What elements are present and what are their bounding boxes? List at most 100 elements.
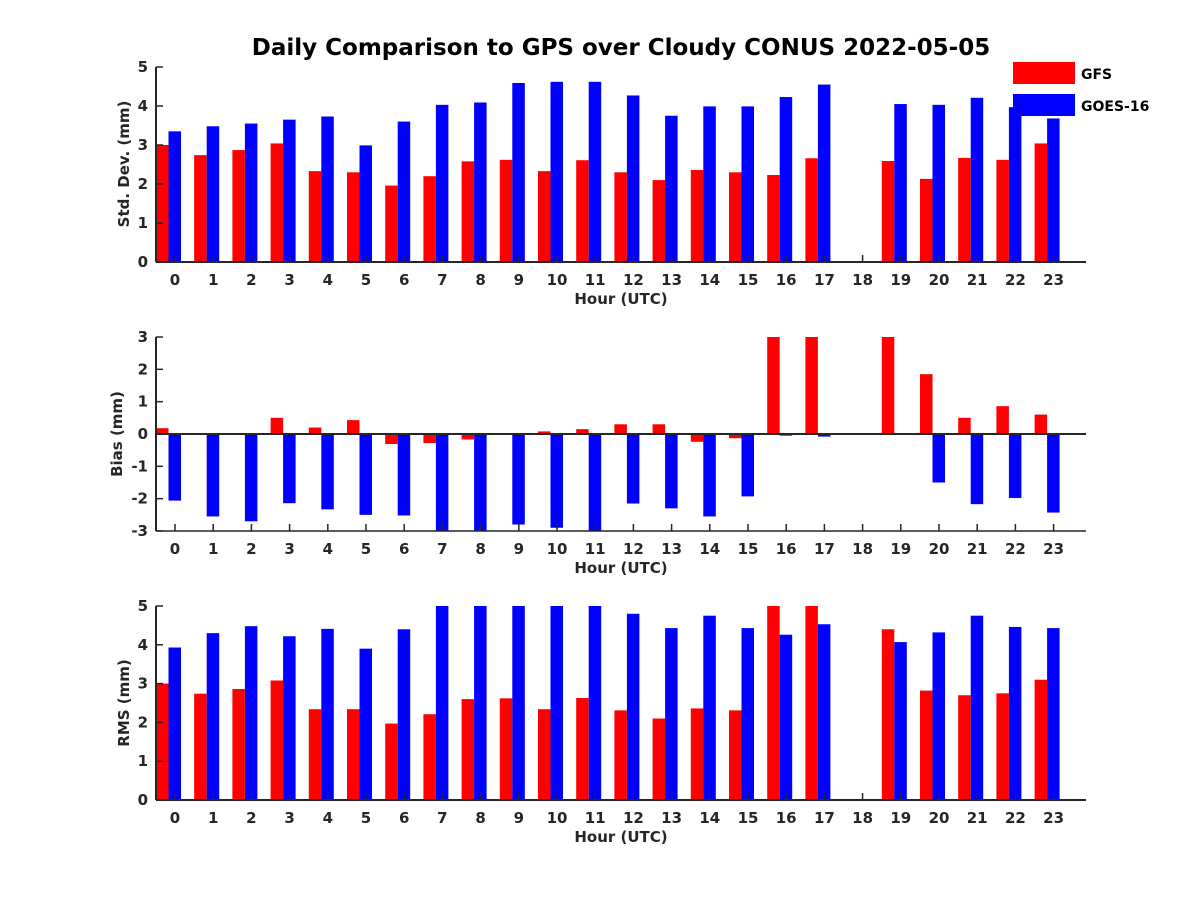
bias-x-tick-label: 14	[699, 540, 720, 558]
bias-x-tick-label: 5	[361, 540, 371, 558]
std-dev-x-tick-label: 9	[514, 271, 524, 289]
std-dev-bar-goes16-3	[283, 119, 296, 263]
rms-x-tick-label: 12	[623, 809, 644, 827]
bias-x-tick-label: 1	[208, 540, 218, 558]
bias-y-tick-label: -1	[131, 457, 148, 475]
std-dev-bar-gfs-20	[920, 178, 933, 262]
std-dev-bar-gfs-15	[729, 172, 742, 262]
std-dev-x-tick-label: 18	[852, 271, 873, 289]
bias-bar-goes16-20	[932, 434, 945, 483]
rms-bar-goes16-3	[283, 636, 296, 800]
std-dev-x-tick-label: 19	[890, 271, 911, 289]
std-dev-bar-goes16-23	[1047, 118, 1060, 262]
bias-bar-goes16-7	[435, 434, 449, 531]
std-dev-bar-goes16-8	[474, 102, 487, 263]
rms-bar-goes16-6	[397, 629, 411, 800]
bias-bar-gfs-22	[996, 406, 1009, 434]
bias-bar-goes16-17	[817, 434, 831, 437]
rms-bar-goes16-19	[894, 642, 907, 800]
legend-swatch-goes16	[1013, 94, 1075, 116]
bias-bar-goes16-15	[741, 434, 754, 497]
std-dev-bar-gfs-13	[652, 180, 666, 262]
std-dev-bar-goes16-16	[779, 97, 793, 262]
rms-bar-gfs-20	[920, 690, 933, 800]
bias-bar-gfs-12	[614, 424, 627, 434]
std-dev-bar-goes16-1	[206, 126, 220, 262]
bias-bar-gfs-4	[308, 427, 322, 434]
bias-bar-goes16-21	[970, 434, 984, 505]
std-dev-bar-gfs-3	[270, 143, 284, 262]
std-dev-bar-gfs-0	[156, 145, 169, 262]
bias-x-tick-label: 21	[967, 540, 988, 558]
std-dev-bar-goes16-15	[741, 106, 754, 262]
rms-bar-gfs-0	[156, 683, 169, 800]
rms-bar-goes16-5	[359, 648, 372, 800]
rms-bar-goes16-13	[665, 628, 678, 800]
rms-x-tick-label: 10	[547, 809, 568, 827]
rms-y-label: RMS (mm)	[115, 659, 133, 746]
rms-x-label: Hour (UTC)	[574, 828, 667, 846]
rms-bar-gfs-15	[729, 710, 742, 800]
std-dev-y-tick-label: 2	[138, 175, 148, 193]
bias-bar-gfs-13	[652, 424, 666, 434]
std-dev-x-tick-label: 1	[208, 271, 218, 289]
rms-bar-goes16-9	[512, 606, 525, 800]
std-dev-x-tick-label: 10	[547, 271, 568, 289]
rms-x-tick-label: 19	[890, 809, 911, 827]
rms-bar-gfs-3	[270, 680, 284, 800]
bias-x-tick-label: 20	[929, 540, 950, 558]
std-dev-x-tick-label: 23	[1043, 271, 1064, 289]
bias-bar-gfs-6	[385, 434, 398, 445]
std-dev-x-tick-label: 8	[475, 271, 485, 289]
bias-bar-goes16-22	[1008, 434, 1022, 499]
std-dev-x-tick-label: 13	[661, 271, 682, 289]
std-dev-bar-goes16-14	[703, 106, 716, 262]
bias-bar-goes16-13	[665, 434, 678, 509]
bias-x-tick-label: 0	[170, 540, 180, 558]
rms-bar-gfs-8	[461, 699, 475, 800]
std-dev-x-tick-label: 12	[623, 271, 644, 289]
bias-x-tick-label: 4	[323, 540, 333, 558]
rms-bar-goes16-15	[741, 628, 754, 800]
rms-bar-gfs-11	[576, 697, 589, 800]
bias-bar-gfs-20	[920, 374, 933, 434]
rms-bar-gfs-5	[347, 709, 360, 800]
bias-bar-goes16-5	[359, 434, 372, 515]
rms-x-tick-label: 11	[585, 809, 606, 827]
std-dev-bar-goes16-9	[512, 82, 525, 263]
bias-y-label: Bias (mm)	[108, 391, 126, 477]
rms-x-tick-label: 6	[399, 809, 409, 827]
std-dev-bar-goes16-17	[817, 84, 831, 262]
bias-bar-gfs-8	[461, 434, 475, 440]
std-dev-x-tick-label: 17	[814, 271, 835, 289]
rms-x-tick-label: 0	[170, 809, 180, 827]
legend-label-goes16: GOES-16	[1081, 99, 1149, 115]
std-dev-x-tick-label: 2	[246, 271, 256, 289]
rms-bar-goes16-21	[970, 615, 984, 800]
rms-x-tick-label: 15	[738, 809, 759, 827]
std-dev-y-label: Std. Dev. (mm)	[115, 101, 133, 228]
rms-x-tick-label: 16	[776, 809, 797, 827]
rms-bar-goes16-22	[1008, 626, 1022, 800]
std-dev-x-tick-label: 15	[738, 271, 759, 289]
bias-bar-gfs-15	[729, 434, 742, 439]
bias-x-tick-label: 18	[852, 540, 873, 558]
rms-bar-gfs-9	[499, 698, 513, 800]
std-dev-bar-gfs-2	[232, 150, 245, 262]
bias-bar-gfs-3	[270, 417, 284, 434]
rms-y-tick-label: 3	[138, 675, 148, 693]
rms-bar-gfs-19	[881, 629, 895, 800]
bias-y-tick-label: -3	[131, 522, 148, 540]
rms-bar-gfs-14	[690, 708, 704, 800]
bias-y-tick-label: 3	[138, 328, 148, 346]
bias-bar-goes16-11	[588, 434, 602, 531]
std-dev-bar-goes16-0	[168, 131, 181, 262]
rms-bar-gfs-2	[232, 689, 245, 800]
legend-label-gfs: GFS	[1081, 67, 1112, 83]
std-dev-bar-goes16-20	[932, 104, 945, 262]
std-dev-bar-gfs-1	[194, 155, 207, 262]
rms-bar-gfs-22	[996, 693, 1009, 800]
std-dev-bar-gfs-12	[614, 172, 627, 262]
bias-x-tick-label: 8	[475, 540, 485, 558]
